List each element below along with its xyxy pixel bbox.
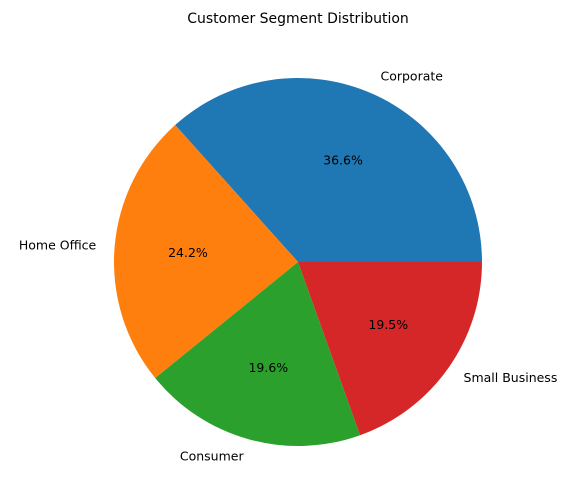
slice-label-consumer: Consumer bbox=[180, 448, 245, 463]
pie-slice-corporate bbox=[175, 78, 483, 262]
pie-slice-home-office bbox=[113, 125, 298, 379]
slice-label-home-office: Home Office bbox=[19, 238, 97, 253]
pie-slices bbox=[113, 78, 483, 447]
slice-label-small-business: Small Business bbox=[464, 370, 558, 385]
chart-title: Customer Segment Distribution bbox=[187, 11, 409, 27]
slice-percent-corporate: 36.6% bbox=[323, 153, 363, 168]
slice-label-corporate: Corporate bbox=[380, 69, 443, 84]
slice-percent-home-office: 24.2% bbox=[168, 245, 208, 260]
pie-labels: Corporate 36.6% Home Office 24.2% Consumer 19… bbox=[19, 69, 557, 464]
slice-percent-consumer: 19.6% bbox=[248, 360, 288, 375]
pie-slice-consumer bbox=[155, 262, 361, 447]
slice-percent-small-business: 19.5% bbox=[368, 317, 408, 332]
pie-slice-small-business bbox=[298, 262, 482, 436]
